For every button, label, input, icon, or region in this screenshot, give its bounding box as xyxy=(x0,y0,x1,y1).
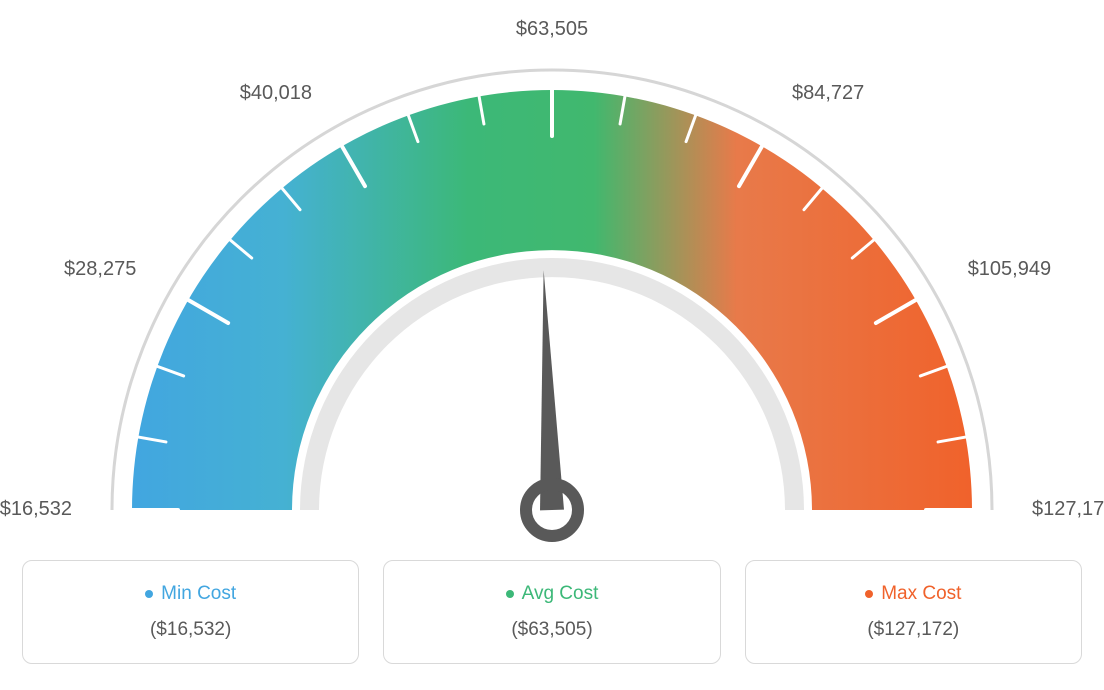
gauge-needle xyxy=(540,270,564,510)
legend-max-title: Max Cost xyxy=(756,583,1071,605)
legend-dot-icon xyxy=(865,590,873,598)
gauge-tick-label: $127,172 xyxy=(1032,498,1104,521)
gauge-tick-label: $40,018 xyxy=(240,82,312,105)
gauge-tick-label: $63,505 xyxy=(516,18,588,41)
legend-min-value: ($16,532) xyxy=(33,619,348,641)
legend-avg: Avg Cost ($63,505) xyxy=(383,560,720,664)
gauge-tick-label: $105,949 xyxy=(968,258,1051,281)
legend-label: Min Cost xyxy=(161,583,236,604)
gauge-svg xyxy=(22,10,1082,570)
legend-dot-icon xyxy=(145,590,153,598)
legend-min: Min Cost ($16,532) xyxy=(22,560,359,664)
gauge-tick-label: $28,275 xyxy=(64,258,136,281)
cost-gauge: $16,532$28,275$40,018$63,505$84,727$105,… xyxy=(22,10,1082,540)
legend-avg-title: Avg Cost xyxy=(394,583,709,605)
legend-max: Max Cost ($127,172) xyxy=(745,560,1082,664)
legend-min-title: Min Cost xyxy=(33,583,348,605)
legend-label: Avg Cost xyxy=(522,583,599,604)
gauge-tick-label: $84,727 xyxy=(792,82,864,105)
legend-max-value: ($127,172) xyxy=(756,619,1071,641)
cost-legend: Min Cost ($16,532) Avg Cost ($63,505) Max Co… xyxy=(22,560,1082,664)
gauge-tick-label: $16,532 xyxy=(0,498,72,521)
legend-label: Max Cost xyxy=(881,583,961,604)
legend-avg-value: ($63,505) xyxy=(394,619,709,641)
legend-dot-icon xyxy=(506,590,514,598)
